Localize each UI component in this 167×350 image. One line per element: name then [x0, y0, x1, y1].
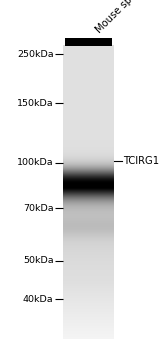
- Text: 150kDa: 150kDa: [17, 99, 53, 108]
- Text: TCIRG1: TCIRG1: [124, 156, 160, 166]
- Text: 50kDa: 50kDa: [23, 256, 53, 265]
- Text: Mouse spleen: Mouse spleen: [94, 0, 149, 35]
- Text: 100kDa: 100kDa: [17, 158, 53, 167]
- Text: 250kDa: 250kDa: [17, 50, 53, 59]
- FancyBboxPatch shape: [65, 38, 112, 46]
- Text: 70kDa: 70kDa: [23, 204, 53, 213]
- Text: 40kDa: 40kDa: [23, 295, 53, 304]
